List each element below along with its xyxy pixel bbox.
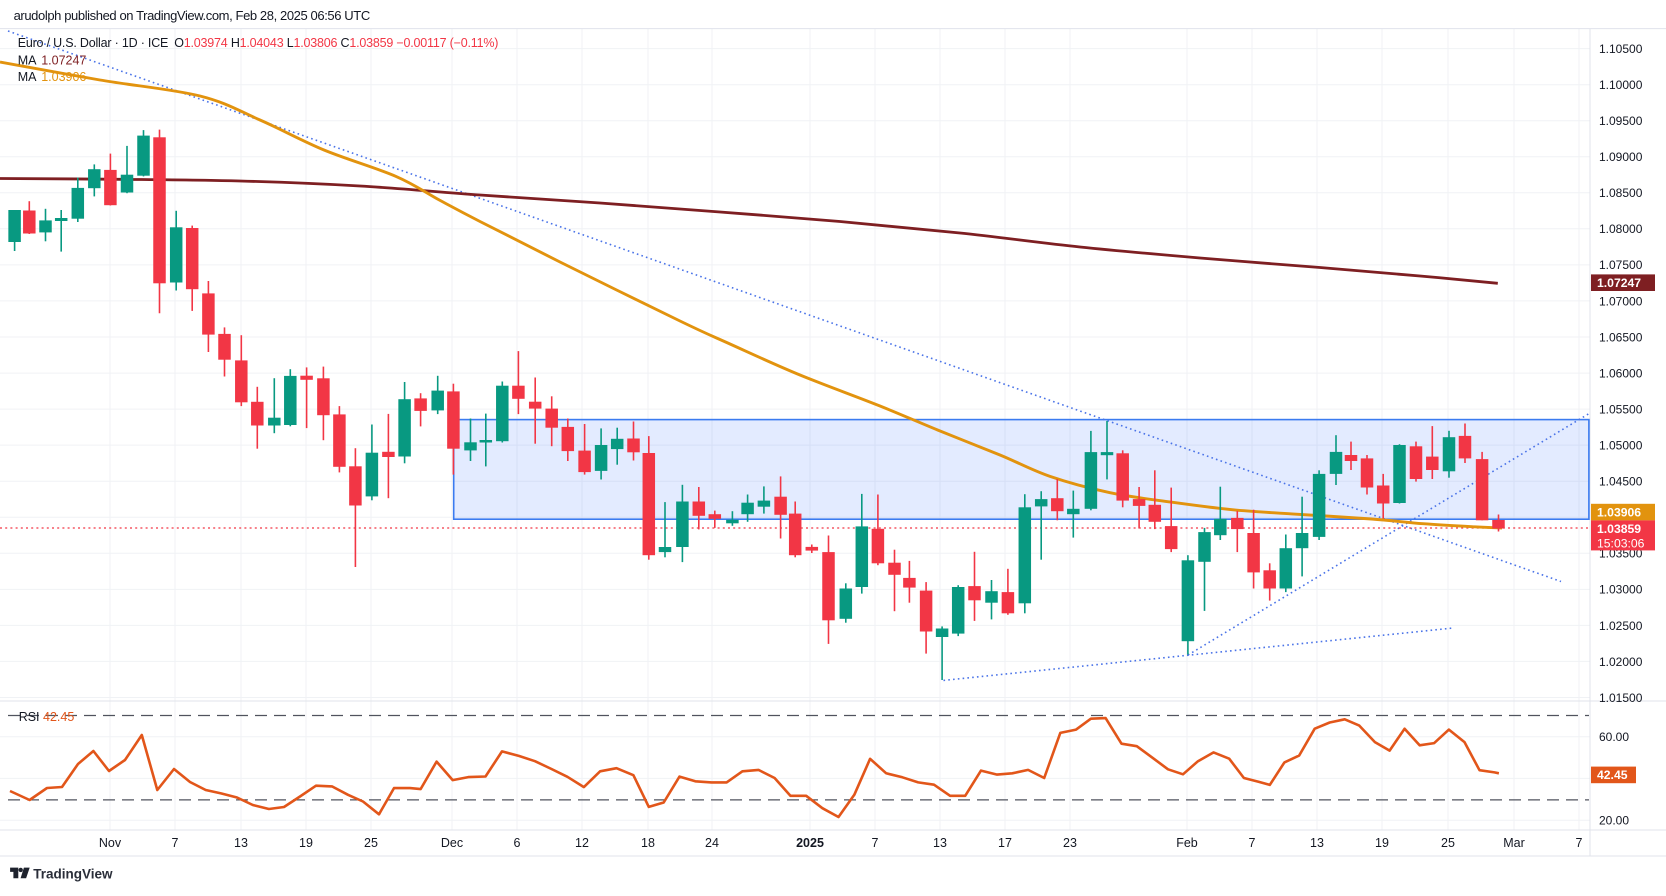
svg-text:Euro / U.S. Dollar · 1D · ICE: Euro / U.S. Dollar · 1D · ICE O1.03974 H… [18, 36, 499, 50]
svg-text:MA 1.07247: MA 1.07247 [18, 53, 87, 67]
svg-text:23: 23 [1063, 836, 1077, 850]
svg-text:2025: 2025 [796, 836, 824, 850]
svg-text:20.00: 20.00 [1599, 814, 1629, 828]
svg-text:12: 12 [575, 836, 589, 850]
svg-text:Feb: Feb [1176, 836, 1198, 850]
svg-text:MA 1.03906: MA 1.03906 [18, 70, 87, 84]
svg-text:13: 13 [1310, 836, 1324, 850]
svg-text:1.09500: 1.09500 [1599, 114, 1643, 128]
svg-text:17: 17 [998, 836, 1012, 850]
svg-text:Nov: Nov [99, 836, 122, 850]
svg-text:1.08500: 1.08500 [1599, 186, 1643, 200]
svg-text:1.01500: 1.01500 [1599, 691, 1643, 705]
svg-text:15:03:06: 15:03:06 [1597, 536, 1645, 550]
svg-text:TradingView: TradingView [33, 866, 113, 881]
svg-text:1.07000: 1.07000 [1599, 294, 1643, 308]
svg-text:25: 25 [364, 836, 378, 850]
svg-text:7: 7 [172, 836, 179, 850]
svg-text:6: 6 [514, 836, 521, 850]
svg-text:1.09000: 1.09000 [1599, 150, 1643, 164]
svg-text:19: 19 [1375, 836, 1389, 850]
svg-text:1.10500: 1.10500 [1599, 42, 1643, 56]
svg-text:1.03859: 1.03859 [1597, 522, 1641, 536]
svg-text:RSI 42.45: RSI 42.45 [19, 710, 75, 724]
svg-text:1.07247: 1.07247 [1597, 276, 1641, 290]
svg-text:1.05000: 1.05000 [1599, 439, 1643, 453]
svg-text:1.06000: 1.06000 [1599, 366, 1643, 380]
svg-text:Dec: Dec [441, 836, 463, 850]
svg-text:1.02000: 1.02000 [1599, 655, 1643, 669]
svg-text:1.03906: 1.03906 [1597, 505, 1641, 519]
svg-text:1.04500: 1.04500 [1599, 475, 1643, 489]
svg-text:1.10000: 1.10000 [1599, 78, 1643, 92]
svg-text:1.05500: 1.05500 [1599, 402, 1643, 416]
svg-text:Mar: Mar [1503, 836, 1525, 850]
svg-text:1.06500: 1.06500 [1599, 330, 1643, 344]
svg-text:60.00: 60.00 [1599, 730, 1629, 744]
svg-text:1.02500: 1.02500 [1599, 619, 1643, 633]
svg-text:1.08000: 1.08000 [1599, 222, 1643, 236]
svg-text:13: 13 [933, 836, 947, 850]
svg-text:42.45: 42.45 [1597, 768, 1628, 782]
svg-text:1.07500: 1.07500 [1599, 258, 1643, 272]
svg-text:arudolph published on TradingV: arudolph published on TradingView.com, F… [14, 8, 370, 23]
svg-text:7: 7 [1576, 836, 1583, 850]
svg-text:7: 7 [872, 836, 879, 850]
svg-text:24: 24 [705, 836, 719, 850]
svg-text:25: 25 [1441, 836, 1455, 850]
svg-text:1.03000: 1.03000 [1599, 583, 1643, 597]
svg-text:7: 7 [1249, 836, 1256, 850]
svg-text:13: 13 [234, 836, 248, 850]
svg-text:19: 19 [299, 836, 313, 850]
svg-text:18: 18 [641, 836, 655, 850]
